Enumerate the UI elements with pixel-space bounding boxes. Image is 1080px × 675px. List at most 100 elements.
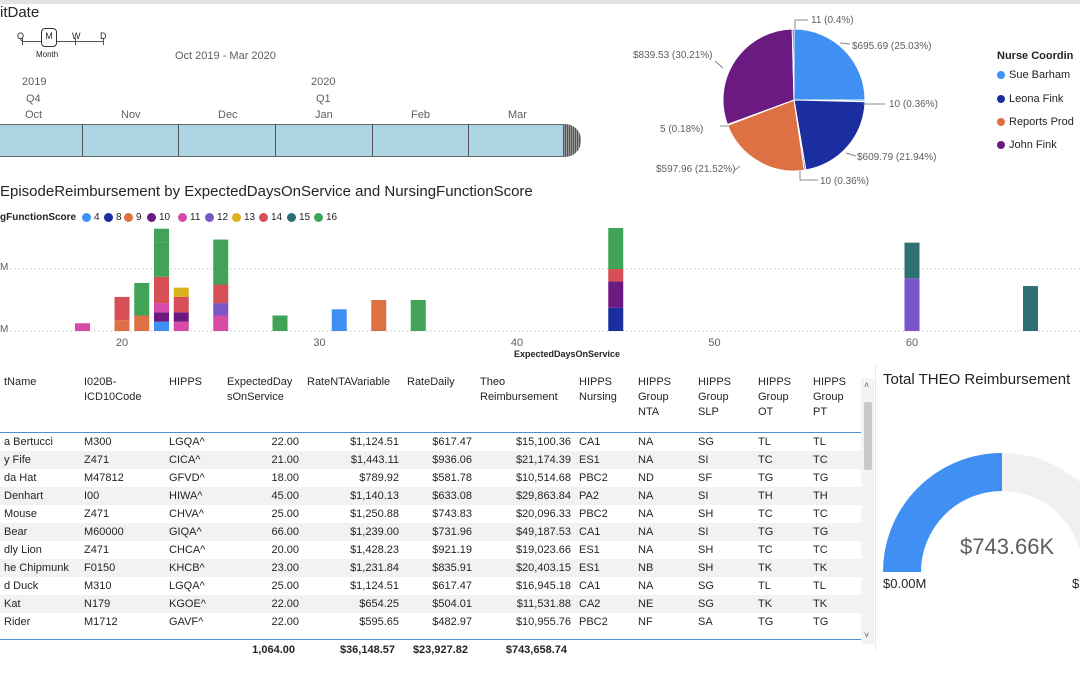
pie-legend-item[interactable]: Sue Barham xyxy=(997,69,1070,81)
bar-segment[interactable] xyxy=(904,278,920,331)
table-row[interactable]: d Duck M310 LGQA^ 25.00 $1,124.51 $617.47 $16,… xyxy=(0,577,861,595)
bar-segment[interactable] xyxy=(213,284,229,304)
pie-slice[interactable] xyxy=(791,28,795,101)
bar-legend-item[interactable]: 8 xyxy=(104,212,122,223)
table-row[interactable]: he Chipmunk F0150 KHCB^ 23.00 $1,231.84 $835.… xyxy=(0,559,861,577)
bar-legend-item[interactable]: 11 xyxy=(178,212,200,223)
table-cell: TL xyxy=(813,436,826,448)
granularity-month-selected[interactable]: M xyxy=(41,28,57,47)
bar-legend-item[interactable]: 14 xyxy=(259,212,282,223)
table-row[interactable]: y Fife Z471 CICA^ 21.00 $1,443.11 $936.06 $21,… xyxy=(0,451,861,469)
bar-segment[interactable] xyxy=(134,282,150,316)
month-label: Oct xyxy=(25,109,43,121)
column-header[interactable]: HIPPS Group SLP xyxy=(694,372,754,433)
column-header[interactable]: HIPPS Group OT xyxy=(754,372,809,433)
pie-chart[interactable] xyxy=(620,8,960,193)
column-header[interactable]: RateDaily xyxy=(403,372,476,433)
legend-dot-icon xyxy=(259,213,268,222)
column-header[interactable]: ExpectedDay sOnService xyxy=(223,372,303,433)
bar-legend-item[interactable]: 9 xyxy=(124,212,142,223)
bar-legend-item[interactable]: 4 xyxy=(82,212,100,223)
bar-legend-item[interactable]: 12 xyxy=(205,212,228,223)
pie-legend-item[interactable]: Leona Fink xyxy=(997,93,1063,105)
column-header[interactable]: HIPPS Group PT xyxy=(809,372,861,433)
y-axis-tick-label: M xyxy=(0,262,9,273)
pie-slice[interactable] xyxy=(793,99,866,171)
bar-legend-label: 15 xyxy=(299,212,311,223)
table-row[interactable]: Bear M60000 GIQA^ 66.00 $1,239.00 $731.96 $49,… xyxy=(0,523,861,541)
bar-segment[interactable] xyxy=(154,228,169,243)
table-row[interactable]: Denhart I00 HIWA^ 45.00 $1,140.13 $633.08 $29,… xyxy=(0,487,861,505)
bar-segment[interactable] xyxy=(173,312,189,322)
table-row[interactable]: dly Lion Z471 CHCA^ 20.00 $1,428.23 $921.19 $1… xyxy=(0,541,861,559)
bar-segment[interactable] xyxy=(904,242,920,279)
table-cell: $743.83 xyxy=(432,508,472,520)
table-cell: $19,023.66 xyxy=(515,544,571,556)
column-header[interactable]: tName xyxy=(0,372,80,433)
column-header[interactable]: Theo Reimbursement xyxy=(476,372,575,433)
granularity-day[interactable]: D xyxy=(100,31,107,41)
bar-segment[interactable] xyxy=(173,296,189,313)
bar-segment[interactable] xyxy=(154,303,169,313)
gauge-max-label: $ xyxy=(1072,576,1080,591)
pie-slice[interactable] xyxy=(722,28,795,126)
bar-segment[interactable] xyxy=(114,296,130,321)
bar-segment[interactable] xyxy=(213,239,229,285)
table-row[interactable]: a Bertucci M300 LGQA^ 22.00 $1,124.51 $617.47… xyxy=(0,433,861,452)
pie-data-label: 10 (0.36%) xyxy=(820,176,869,187)
bar-legend-item[interactable]: 16 xyxy=(314,212,337,223)
bar-segment[interactable] xyxy=(371,300,387,331)
pie-slice[interactable] xyxy=(793,28,866,101)
granularity-week[interactable]: W xyxy=(72,31,81,41)
column-header[interactable]: HIPPS Nursing xyxy=(575,372,634,433)
bar-segment[interactable] xyxy=(608,228,624,269)
bar-segment[interactable] xyxy=(75,323,90,331)
table-cell: TG xyxy=(754,523,809,541)
bar-segment[interactable] xyxy=(154,276,169,304)
pie-leader-line xyxy=(845,152,857,157)
bar-segment[interactable] xyxy=(608,281,624,308)
bar-segment[interactable] xyxy=(410,300,426,331)
column-header[interactable]: RateNTAVariable xyxy=(303,372,403,433)
pie-legend-item[interactable]: Reports Prod xyxy=(997,116,1074,128)
bar-legend-item[interactable]: 10 xyxy=(147,212,170,223)
granularity-selector[interactable]: Q M W D Month xyxy=(10,28,110,60)
scroll-down-icon[interactable]: ˅ xyxy=(864,630,870,640)
bar-segment[interactable] xyxy=(154,312,169,322)
table-row[interactable]: Mouse Z471 CHVA^ 25.00 $1,250.88 $743.83 $20,0… xyxy=(0,505,861,523)
table-row[interactable]: Kat N179 KGOE^ 22.00 $654.25 $504.01 $11,531.8… xyxy=(0,595,861,613)
bar-segment[interactable] xyxy=(331,309,347,331)
pie-legend-item[interactable]: John Fink xyxy=(997,139,1057,151)
bar-segment[interactable] xyxy=(173,287,189,297)
bar-segment[interactable] xyxy=(134,315,150,332)
bar-segment[interactable] xyxy=(114,320,130,331)
bar-segment[interactable] xyxy=(272,315,288,332)
data-table[interactable]: tName I020B- ICD10Code HIPPS ExpectedDay sO… xyxy=(0,372,872,662)
bar-segment[interactable] xyxy=(154,242,169,277)
bar-legend-item[interactable]: 13 xyxy=(232,212,255,223)
bar-legend-label: 14 xyxy=(271,212,283,223)
bar-segment[interactable] xyxy=(608,307,624,331)
gauge-chart[interactable] xyxy=(870,440,1080,580)
table-cell: Z471 xyxy=(84,508,110,520)
column-header[interactable]: HIPPS xyxy=(165,372,223,433)
table-row[interactable]: Rider M1712 GAVF^ 22.00 $595.65 $482.97 $10,95… xyxy=(0,613,861,631)
table-scrollbar-thumb[interactable] xyxy=(864,402,872,470)
bar-segment[interactable] xyxy=(1023,286,1038,331)
table-row[interactable]: da Hat M47812 GFVD^ 18.00 $789.92 $581.78 $10,… xyxy=(0,469,861,487)
timeline-range-bar[interactable] xyxy=(0,124,575,157)
column-header[interactable]: I020B- ICD10Code xyxy=(80,372,165,433)
bar-segment[interactable] xyxy=(608,269,624,282)
granularity-quarter[interactable]: Q xyxy=(17,31,25,41)
pie-slice[interactable] xyxy=(727,99,805,172)
scroll-up-icon[interactable]: ˄ xyxy=(864,380,870,390)
table-cell: TC xyxy=(813,544,828,556)
bar-legend-item[interactable]: 15 xyxy=(287,212,310,223)
column-header[interactable]: HIPPS Group NTA xyxy=(634,372,694,433)
bar-segment[interactable] xyxy=(173,321,189,331)
bar-segment[interactable] xyxy=(213,303,229,316)
bar-segment[interactable] xyxy=(213,315,229,332)
bar-segment[interactable] xyxy=(154,321,169,331)
bar-chart-plot[interactable]: 20 30 40 50 60 xyxy=(0,228,1080,363)
timeline-end-handle[interactable] xyxy=(563,124,581,157)
